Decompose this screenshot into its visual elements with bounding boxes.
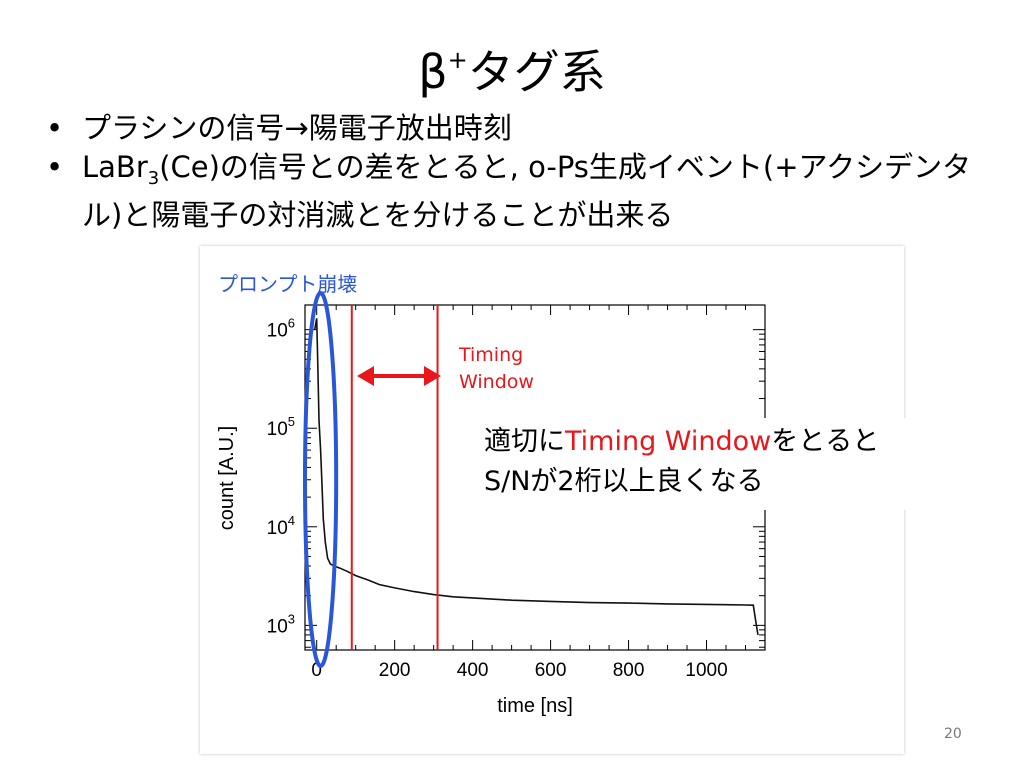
callout-timing-window: Timing Window <box>565 426 772 457</box>
bullet-item: • プラシンの信号→陽電子放出時刻 <box>40 110 1000 147</box>
callout-line2: S/Nが2桁以上良くなる <box>484 466 764 497</box>
callout-line1: 適切にTiming Windowをとると <box>484 422 908 462</box>
x-tick-label: 400 <box>457 660 489 681</box>
bullet-text-b: (Ce)の信号との差をとると, o-Ps生成イベント(+アクシデンタル)と陽電子… <box>82 150 972 232</box>
y-tick-label: 106 <box>267 316 295 342</box>
x-axis-ticks: 0 200 400 600 800 1000 <box>311 305 747 681</box>
y-axis-ticks: 103 104 105 106 <box>267 316 765 648</box>
marker-group <box>303 291 439 668</box>
y-tick-label: 104 <box>267 513 295 539</box>
timing-window-label: Timing Window <box>459 342 534 396</box>
prompt-decay-ellipse <box>303 291 339 668</box>
bullet-text: プラシンの信号→陽電子放出時刻 <box>82 111 512 145</box>
page-number: 20 <box>944 726 962 742</box>
timing-arrow <box>357 366 441 386</box>
arrow-head-right-icon <box>424 366 441 386</box>
title-beta: β <box>418 45 448 99</box>
x-tick-label: 1000 <box>685 660 727 681</box>
title-text: タグ系 <box>467 45 606 99</box>
y-tick-label: 105 <box>267 414 295 440</box>
x-tick-label: 600 <box>535 660 567 681</box>
bullet-dot-icon: • <box>46 111 64 145</box>
bullet-list: • プラシンの信号→陽電子放出時刻 • LaBr3(Ce)の信号との差をとると,… <box>40 110 1000 236</box>
bullet-subscript: 3 <box>147 167 160 189</box>
y-axis-label: count [A.U.] <box>216 426 238 531</box>
x-tick-label: 0 <box>311 660 322 681</box>
y-tick-label: 103 <box>267 611 295 637</box>
bullet-text-a: LaBr <box>82 150 148 184</box>
callout-post: をとると <box>771 426 880 457</box>
callout-box: 適切にTiming Windowをとると S/Nが2桁以上良くなる <box>478 418 908 510</box>
callout-pre: 適切に <box>484 426 565 457</box>
arrow-head-left-icon <box>357 366 374 386</box>
prompt-decay-label: プロンプト崩壊 <box>218 272 358 296</box>
slide-title: β+タグ系 <box>0 30 1024 102</box>
bullet-dot-icon: • <box>46 150 64 184</box>
x-axis-label: time [ns] <box>497 695 573 717</box>
decay-curve-series <box>313 318 759 636</box>
x-tick-label: 200 <box>379 660 411 681</box>
timing-label-line2: Window <box>459 371 534 393</box>
x-tick-label: 800 <box>613 660 645 681</box>
series-group <box>313 318 759 636</box>
bullet-item: • LaBr3(Ce)の信号との差をとると, o-Ps生成イベント(+アクシデン… <box>40 149 1000 234</box>
timing-label-line1: Timing <box>459 344 524 366</box>
title-superscript: + <box>447 46 468 74</box>
